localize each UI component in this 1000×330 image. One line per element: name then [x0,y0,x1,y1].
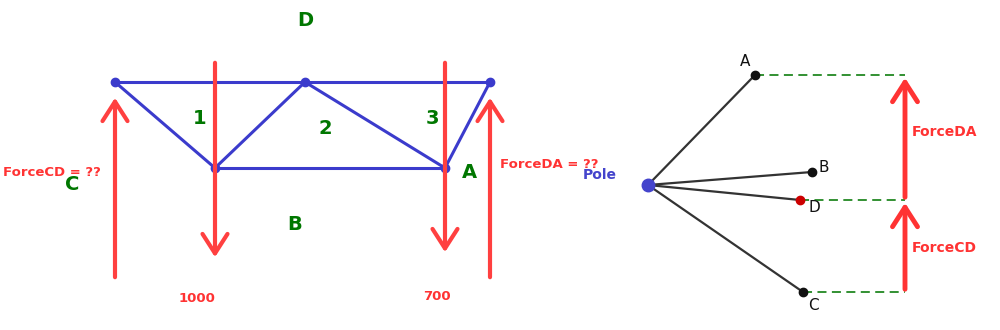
Text: 1: 1 [193,109,207,127]
Text: C: C [808,298,819,313]
Text: D: D [808,201,820,215]
Text: D: D [297,11,313,29]
Text: A: A [740,54,750,70]
Text: A: A [462,162,477,182]
Text: 700: 700 [423,289,451,303]
Text: ForceCD = ??: ForceCD = ?? [3,167,101,180]
Text: 1000: 1000 [179,291,215,305]
Text: ForceDA = ??: ForceDA = ?? [500,158,598,172]
Text: Pole: Pole [583,168,617,182]
Text: B: B [288,215,302,235]
Text: ForceDA: ForceDA [912,125,978,139]
Text: ForceCD: ForceCD [912,241,977,255]
Text: 2: 2 [318,118,332,138]
Text: B: B [818,160,828,176]
Text: 3: 3 [425,109,439,127]
Text: C: C [65,176,79,194]
